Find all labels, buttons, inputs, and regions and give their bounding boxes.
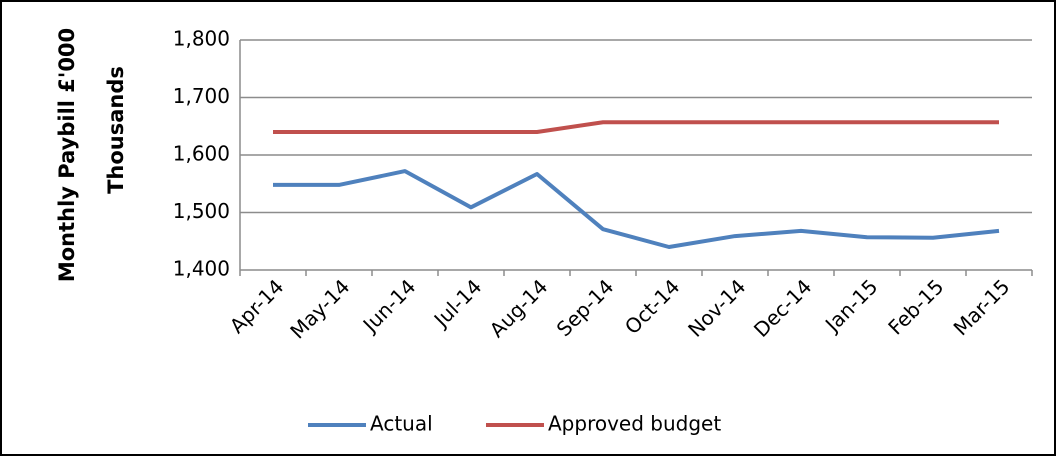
y-axis-units: Thousands (104, 66, 128, 194)
y-tick-label: 1,800 (173, 27, 230, 51)
series-line (273, 120, 999, 134)
y-axis-label: Monthly Paybill £'000 (55, 28, 79, 282)
legend-label: Actual (370, 412, 433, 436)
series-line (273, 169, 1000, 249)
y-tick-label: 1,600 (173, 142, 230, 166)
y-tick-label: 1,500 (173, 199, 230, 223)
y-tick-label: 1,700 (173, 84, 230, 108)
legend-label: Approved budget (548, 412, 721, 436)
y-tick-label: 1,400 (173, 257, 230, 281)
